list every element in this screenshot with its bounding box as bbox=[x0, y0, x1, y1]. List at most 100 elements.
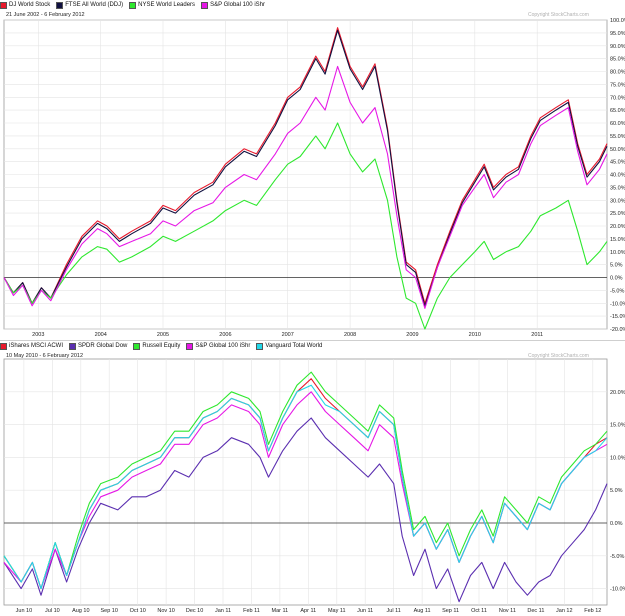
bottom-chart-watermark: Copyright StockCharts.com bbox=[528, 353, 589, 359]
legend-item: SPDR Global Dow bbox=[69, 341, 127, 352]
x-tick-label: Jan 11 bbox=[215, 608, 231, 614]
y-tick-label: 85.0% bbox=[610, 57, 625, 63]
y-tick-label: 10.0% bbox=[610, 455, 625, 461]
y-tick-label: -5.0% bbox=[610, 288, 624, 294]
legend-swatch bbox=[201, 2, 209, 9]
legend-label: SPDR Global Dow bbox=[78, 343, 128, 349]
y-tick-label: 25.0% bbox=[610, 211, 625, 217]
x-tick-label: Feb 11 bbox=[243, 608, 260, 614]
x-tick-label: Sep 11 bbox=[442, 608, 459, 614]
x-tick-label: 2010 bbox=[469, 332, 481, 338]
legend-item: iShares MSCI ACWI bbox=[0, 341, 63, 352]
y-tick-label: -20.0% bbox=[610, 327, 625, 333]
y-tick-label: 95.0% bbox=[610, 31, 625, 37]
legend-item: S&P Global 100 iShr bbox=[201, 0, 265, 11]
top-chart-legend: DJ World Stock FTSE All World (DDJ) NYSE W… bbox=[0, 0, 265, 11]
y-tick-label: 50.0% bbox=[610, 147, 625, 153]
x-tick-label: Jun 10 bbox=[16, 608, 33, 614]
y-tick-label: 90.0% bbox=[610, 44, 625, 50]
y-tick-label: 5.0% bbox=[610, 488, 623, 494]
bottom-chart-date-range: 10 May 2010 - 6 February 2012 bbox=[6, 353, 84, 359]
x-tick-label: Jun 11 bbox=[357, 608, 373, 614]
y-tick-label: 75.0% bbox=[610, 82, 625, 88]
x-tick-label: Aug 10 bbox=[72, 608, 89, 614]
y-tick-label: 55.0% bbox=[610, 134, 625, 140]
legend-swatch bbox=[256, 343, 264, 350]
legend-label: FTSE All World (DDJ) bbox=[65, 2, 124, 8]
y-tick-label: 45.0% bbox=[610, 160, 625, 166]
x-tick-label: 2006 bbox=[219, 332, 231, 338]
x-tick-label: Jul 10 bbox=[45, 608, 60, 614]
legend-swatch bbox=[0, 343, 7, 350]
x-tick-label: Oct 10 bbox=[130, 608, 146, 614]
legend-item: NYSE World Leaders bbox=[129, 0, 195, 11]
y-tick-label: 60.0% bbox=[610, 121, 625, 127]
y-tick-label: 65.0% bbox=[610, 108, 625, 114]
series-line-spdr-global-dow bbox=[3, 417, 608, 603]
bottom-chart-svg: -10.0% -5.0% 0.0% 5.0% 10.0% 15.0% 20.0% Jun 10… bbox=[3, 358, 625, 614]
legend-item: S&P Global 100 iShr bbox=[186, 341, 250, 352]
x-tick-label: Feb 12 bbox=[584, 608, 601, 614]
y-tick-label: -5.0% bbox=[610, 554, 624, 560]
x-tick-label: 2008 bbox=[344, 332, 356, 338]
x-tick-label: Nov 10 bbox=[157, 608, 174, 614]
x-tick-label: Jul 11 bbox=[387, 608, 401, 614]
legend-swatch bbox=[56, 2, 64, 9]
y-tick-label: 5.0% bbox=[610, 263, 623, 269]
x-tick-label: Jan 12 bbox=[556, 608, 573, 614]
y-tick-label: 70.0% bbox=[610, 95, 625, 101]
legend-label: NYSE World Leaders bbox=[138, 2, 196, 8]
x-tick-label: 2004 bbox=[95, 332, 107, 338]
top-chart-svg: -20.0% -15.0% -10.0% -5.0% 0.0% 5.0% 10.0% 15.0… bbox=[3, 18, 625, 338]
x-tick-label: Oct 11 bbox=[471, 608, 487, 614]
y-tick-label: 30.0% bbox=[610, 198, 625, 204]
x-tick-label: Dec 10 bbox=[186, 608, 203, 614]
y-tick-label: 15.0% bbox=[610, 237, 625, 243]
y-tick-label: 20.0% bbox=[610, 390, 625, 396]
plot-area bbox=[3, 358, 608, 606]
bottom-chart-legend: iShares MSCI ACWI SPDR Global Dow Russell … bbox=[0, 341, 322, 352]
y-tick-label: -15.0% bbox=[610, 314, 625, 320]
legend-item: Vanguard Total World bbox=[256, 341, 322, 352]
x-tick-label: Nov 11 bbox=[499, 608, 516, 614]
legend-item: Russell Equity bbox=[133, 341, 180, 352]
series-line-s-p-global-100-ishr bbox=[3, 65, 608, 309]
x-tick-label: Dec 11 bbox=[527, 608, 544, 614]
y-tick-label: 80.0% bbox=[610, 70, 625, 76]
y-tick-label: 20.0% bbox=[610, 224, 625, 230]
legend-swatch bbox=[186, 343, 194, 350]
legend-label: DJ World Stock bbox=[9, 2, 51, 8]
x-tick-label: 2003 bbox=[32, 332, 44, 338]
x-tick-label: May 11 bbox=[328, 608, 346, 614]
legend-swatch bbox=[133, 343, 141, 350]
top-chart-panel: DJ World Stock FTSE All World (DDJ) NYSE W… bbox=[0, 0, 625, 338]
x-tick-label: Mar 11 bbox=[272, 608, 289, 614]
legend-label: iShares MSCI ACWI bbox=[9, 343, 64, 349]
legend-label: S&P Global 100 iShr bbox=[210, 2, 265, 8]
y-tick-label: 15.0% bbox=[610, 423, 625, 429]
series-line-ftse-all-world-ddj bbox=[3, 29, 608, 307]
x-tick-label: 2011 bbox=[531, 332, 543, 338]
y-tick-label: 100.0% bbox=[610, 18, 625, 24]
legend-label: Russell Equity bbox=[142, 343, 181, 349]
legend-item: DJ World Stock bbox=[0, 0, 50, 11]
legend-swatch bbox=[69, 343, 77, 350]
series-line-russell-equity bbox=[3, 371, 608, 590]
x-tick-label: Aug 11 bbox=[414, 608, 431, 614]
legend-label: Vanguard Total World bbox=[265, 343, 323, 349]
top-chart-watermark: Copyright StockCharts.com bbox=[528, 12, 589, 18]
y-tick-label: 40.0% bbox=[610, 173, 625, 179]
legend-swatch bbox=[129, 2, 137, 9]
y-tick-label: 10.0% bbox=[610, 250, 625, 256]
x-tick-label: 2005 bbox=[157, 332, 169, 338]
series-line-nyse-world-leaders bbox=[3, 122, 608, 330]
y-tick-label: -10.0% bbox=[610, 301, 625, 307]
y-tick-label: 35.0% bbox=[610, 185, 625, 191]
legend-swatch bbox=[0, 2, 7, 9]
legend-item: FTSE All World (DDJ) bbox=[56, 0, 123, 11]
x-tick-label: 2009 bbox=[406, 332, 418, 338]
series-line-dj-world-stock bbox=[3, 27, 608, 304]
top-chart-date-range: 21 June 2002 - 6 February 2012 bbox=[6, 12, 85, 18]
series-line-vanguard-total-world bbox=[3, 384, 608, 590]
y-tick-label: -10.0% bbox=[610, 587, 625, 593]
